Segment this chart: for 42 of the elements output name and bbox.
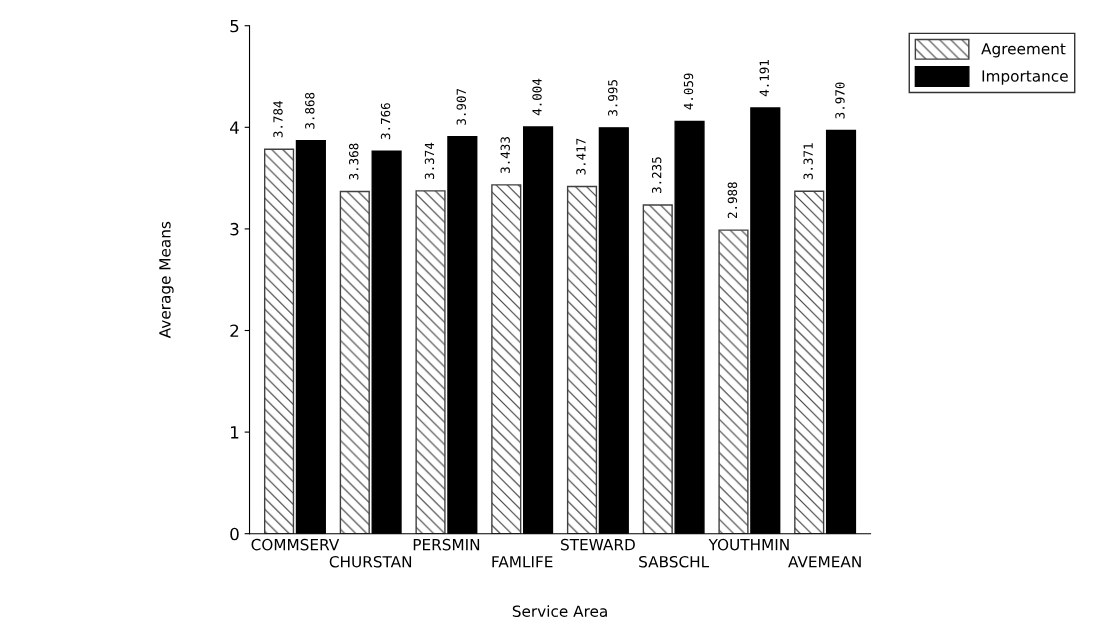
bar <box>718 229 749 534</box>
x-tick-label: AVEMEAN <box>788 556 861 568</box>
bar <box>263 148 295 534</box>
x-tick-label: COMMSERV <box>251 538 340 551</box>
x-tick-label: PERSMIN <box>413 538 480 551</box>
x-tick-label: STEWARD <box>561 538 635 551</box>
bar <box>566 185 598 534</box>
y-axis-title: Average Means <box>159 221 174 339</box>
data-label: 4.004 <box>532 78 542 116</box>
data-label: 3.417 <box>576 138 586 175</box>
data-label: 3.235 <box>651 157 662 194</box>
data-label: 3.868 <box>305 92 315 129</box>
data-label: 3.371 <box>803 143 813 180</box>
data-label: 3.907 <box>456 88 466 125</box>
bar <box>415 190 446 534</box>
data-label: 3.784 <box>273 101 283 138</box>
y-tick-label: 3 <box>230 222 239 236</box>
bar <box>339 190 370 534</box>
data-label: 3.433 <box>500 137 510 173</box>
y-tick-label: 1 <box>231 426 239 439</box>
y-tick-label: 0 <box>230 527 239 541</box>
legend-label: Agreement <box>981 43 1066 58</box>
data-label: 3.970 <box>835 82 845 119</box>
data-label: 4.059 <box>683 73 694 110</box>
bar <box>794 190 825 534</box>
data-label: 2.988 <box>727 182 738 219</box>
x-tick-label: CHURSTAN <box>329 555 412 568</box>
x-tick-label: FAMLIFE <box>492 556 553 568</box>
data-label: 3.374 <box>424 142 435 179</box>
x-tick-label: YOUTHMIN <box>708 538 789 551</box>
x-axis-title: Service Area <box>512 605 607 617</box>
data-label: 4.191 <box>759 60 769 97</box>
y-tick-label: 5 <box>230 19 239 33</box>
y-tick-label: 4 <box>230 121 239 134</box>
x-tick-label: SABSCHL <box>639 555 710 568</box>
bar <box>642 204 673 534</box>
data-label: 3.995 <box>608 80 618 116</box>
bar <box>491 184 522 534</box>
y-tick-label: 2 <box>230 324 239 337</box>
data-label: 3.766 <box>380 103 391 140</box>
legend-label: Importance <box>982 70 1068 85</box>
data-label: 3.368 <box>349 143 359 180</box>
